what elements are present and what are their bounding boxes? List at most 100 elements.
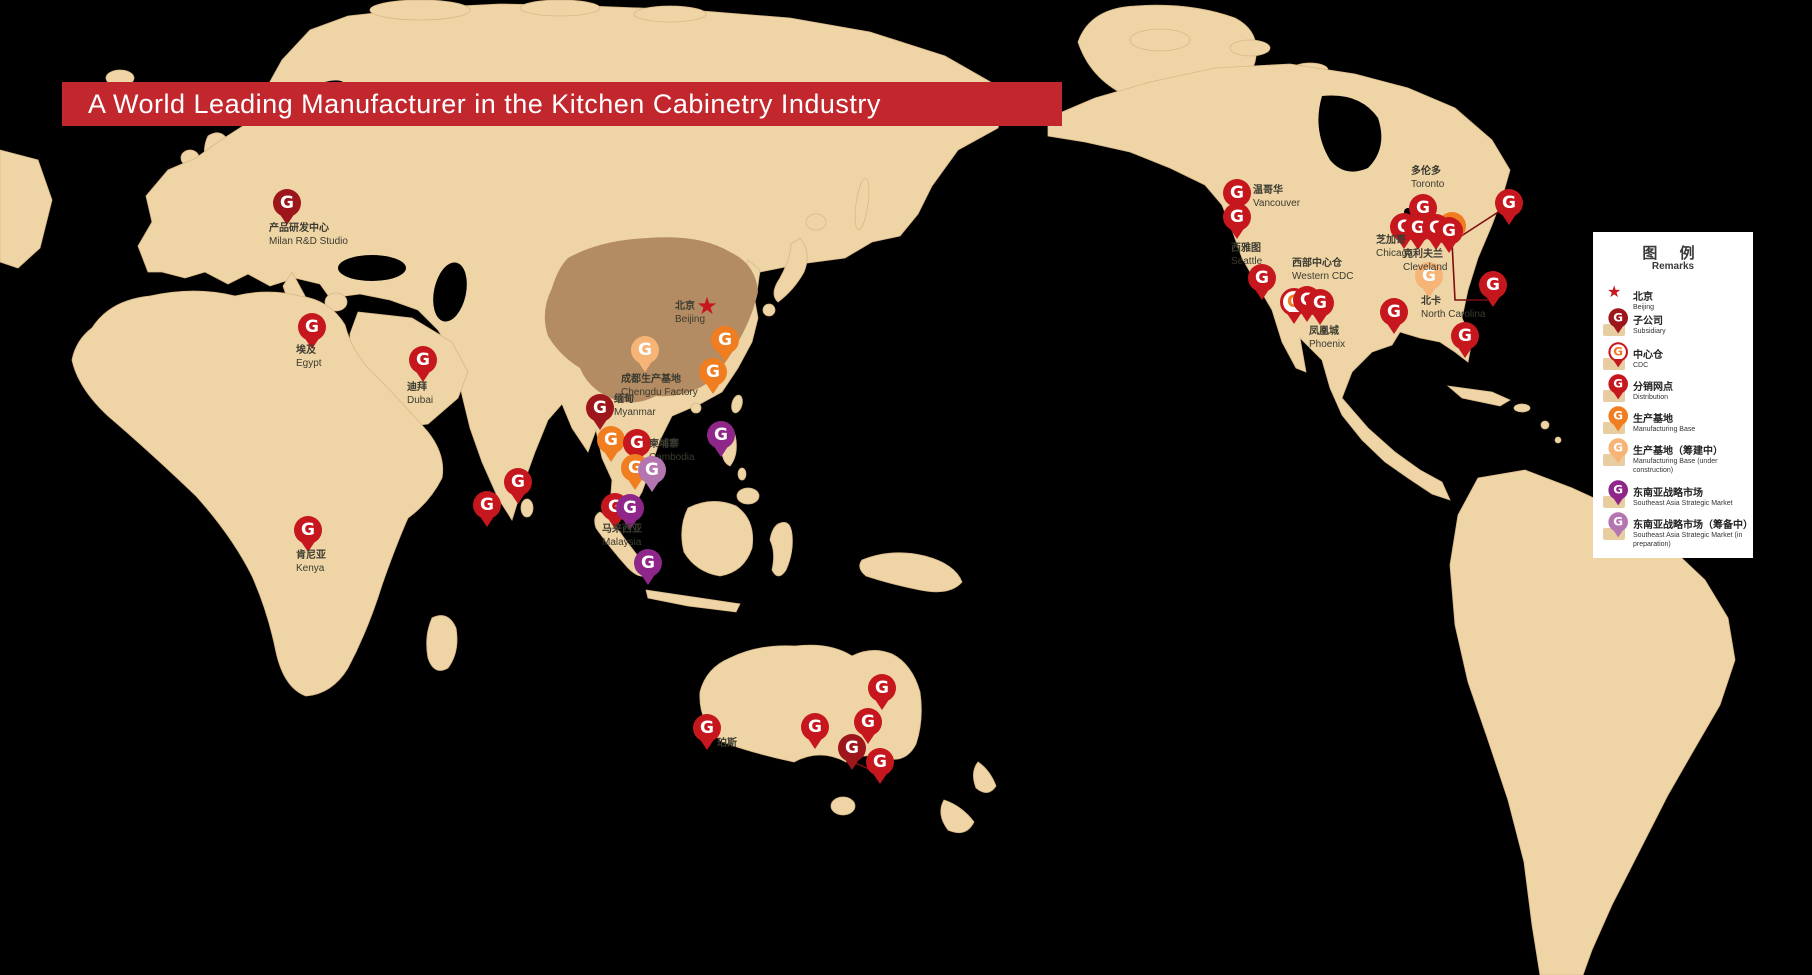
- map-label-en: Dubai: [407, 394, 434, 406]
- pin-g-glyph: G: [409, 346, 437, 374]
- legend-icon-cell: G: [1599, 480, 1629, 514]
- map-label-en: Toronto: [1411, 178, 1445, 190]
- pin-tail: [1312, 313, 1328, 333]
- pin-g-glyph: G: [1306, 289, 1334, 317]
- pin-tail: [705, 382, 721, 402]
- legend-subtitle: Remarks: [1651, 261, 1695, 272]
- pin-tail: [510, 492, 526, 512]
- map-label-zh: 缅甸: [614, 394, 634, 405]
- pin-g-glyph: G: [1223, 179, 1251, 207]
- legend-icon-cell: G: [1599, 406, 1629, 440]
- pin-g-glyph: G: [298, 313, 326, 341]
- marker-adelaide: G: [801, 713, 829, 753]
- marker-vietnam-prep: G: [638, 456, 666, 496]
- map-label-perth: 珀斯: [717, 738, 737, 751]
- pin-g-glyph: G: [868, 674, 896, 702]
- legend-item-text: 生产基地 Manufacturing Base: [1633, 414, 1753, 435]
- legend-label-zh: 子公司: [1633, 316, 1663, 327]
- marker-phoenix-2: G: [1306, 289, 1334, 329]
- legend-label-en: Southeast Asia Strategic Market: [1633, 500, 1733, 507]
- callout-line-1: [1451, 241, 1488, 301]
- map-label-en: Kenya: [296, 562, 325, 574]
- pin-g-glyph: G: [1495, 189, 1523, 217]
- pin-tail: [1421, 286, 1437, 306]
- pin-tail: [1612, 529, 1624, 543]
- pin-g-glyph: G: [693, 714, 721, 742]
- pin-tail: [1410, 238, 1426, 258]
- pin-tail: [637, 360, 653, 380]
- legend-item-star: ★ 北京 Beijing: [1593, 284, 1753, 313]
- legend-item-text: 生产基地（筹建中） Manufacturing Base (under const…: [1633, 446, 1753, 476]
- marker-melbourne: G: [838, 734, 866, 774]
- legend-item-text: 子公司 Subsidiary: [1633, 316, 1753, 337]
- marker-east-china: G: [711, 326, 739, 366]
- map-label-zh: 珀斯: [717, 738, 737, 749]
- pin-tail: [1441, 241, 1457, 261]
- map-label-zh: 产品研发中心: [269, 223, 329, 234]
- pin-tail: [1612, 497, 1624, 511]
- pin-g-glyph: G: [1608, 374, 1628, 394]
- pin-g-glyph: G: [638, 456, 666, 484]
- map-label-vancouver-2: 西雅图 Seattle: [1231, 243, 1262, 268]
- pin-g-glyph: G: [1608, 512, 1628, 532]
- map-label-en: Beijing: [675, 313, 706, 325]
- marker-beijing: ★: [696, 293, 718, 320]
- map-label-zh: 西部中心仓: [1292, 258, 1342, 269]
- map-label-zh: 西雅图: [1231, 243, 1261, 254]
- map-label-en: Malaysia: [602, 536, 642, 548]
- pin-g-glyph: G: [1451, 322, 1479, 350]
- marker-india-1: G: [473, 491, 501, 531]
- pin-tail: [1286, 312, 1302, 332]
- legend-label-en: Southeast Asia Strategic Market (in prep…: [1633, 532, 1743, 548]
- legend-manufacturing_uc-pin-icon: G: [1608, 438, 1628, 466]
- legend-pin-wrap: G: [1608, 406, 1638, 444]
- map-label-en: Chicago: [1376, 247, 1413, 259]
- pin-g-glyph: G: [1415, 262, 1443, 290]
- legend-pin-wrap: G: [1608, 480, 1638, 518]
- marker-atlantic-2: G: [1479, 271, 1507, 311]
- pin-tail: [1612, 325, 1624, 339]
- marker-myanmar: G: [586, 394, 614, 434]
- legend-label-en: Subsidiary: [1633, 328, 1666, 335]
- map-label-en: Myanmar: [614, 406, 656, 418]
- legend-pin-wrap: G: [1608, 342, 1638, 380]
- map-label-zh: 北京: [675, 301, 695, 312]
- pin-g-glyph: G: [1608, 438, 1628, 458]
- pin-tail: [1396, 237, 1412, 257]
- pin-g-glyph: G: [838, 734, 866, 762]
- pin-g-glyph: G: [504, 468, 532, 496]
- pin-tail: [607, 517, 623, 537]
- pin-g-glyph: G: [1608, 480, 1628, 500]
- map-label-zh: 马来西亚: [602, 524, 642, 535]
- legend-sea_prep-pin-icon: G: [1608, 512, 1628, 540]
- map-label-en: Cambodia: [649, 451, 695, 463]
- legend-item-text: 东南亚战略市场（筹备中） Southeast Asia Strategic Mar…: [1633, 520, 1753, 550]
- legend-icon-cell: G: [1599, 342, 1629, 376]
- legend-icon-cell: ★: [1599, 284, 1629, 318]
- legend-pin-wrap: G: [1608, 512, 1638, 550]
- marker-chengdu: G: [631, 336, 659, 376]
- legend-title: 图 例: [1642, 245, 1704, 262]
- map-label-chicago-1: 芝加哥 Chicago: [1376, 235, 1413, 260]
- marker-perth: G: [693, 714, 721, 754]
- pin-g-glyph: G: [473, 491, 501, 519]
- pin-g-glyph: G: [631, 336, 659, 364]
- legend-item-distribution: G 分销网点 Distribution: [1593, 374, 1753, 403]
- pin-tail: [603, 450, 619, 470]
- pin-tail: [872, 772, 888, 792]
- map-label-en: Western CDC: [1292, 270, 1354, 282]
- map-label-en: Phoenix: [1309, 338, 1346, 350]
- map-label-en: Milan R&D Studio: [269, 235, 348, 247]
- marker-vancouver-2: G: [1223, 203, 1251, 243]
- map-label-western-cdc: 西部中心仓 Western CDC: [1292, 258, 1354, 283]
- legend-label-en: Manufacturing Base: [1633, 426, 1696, 433]
- pin-tail: [1612, 359, 1624, 373]
- legend-label-en: Distribution: [1633, 394, 1669, 401]
- marker-philippines: G: [707, 421, 735, 461]
- pin-tail: [627, 478, 643, 498]
- legend-pin-wrap: G: [1608, 374, 1638, 412]
- marker-north-carolina: G: [1415, 262, 1443, 302]
- pin-tail: [874, 698, 890, 718]
- map-label-vancouver-1: 温哥华 Vancouver: [1253, 185, 1300, 210]
